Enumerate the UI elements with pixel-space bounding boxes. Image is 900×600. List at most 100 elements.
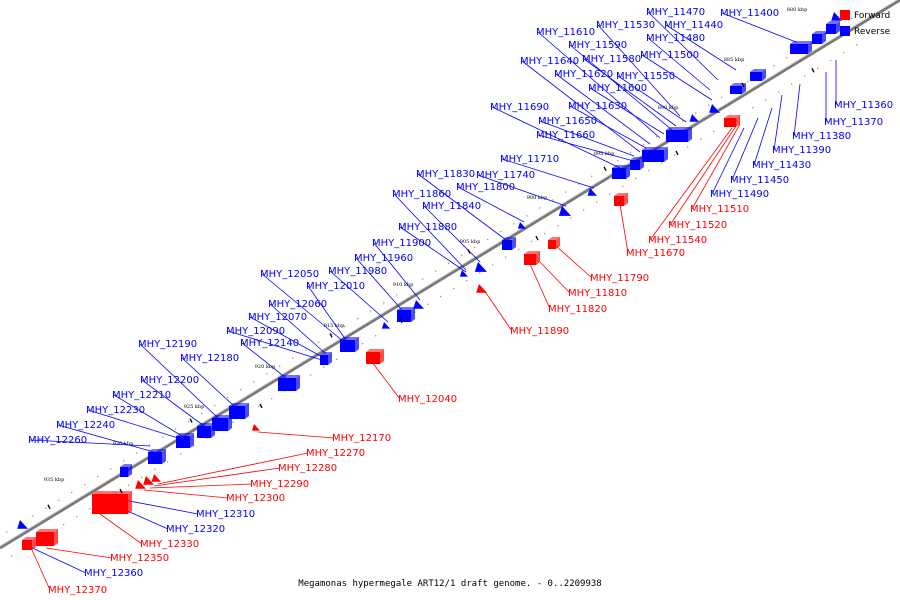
gene-reverse-leader (647, 37, 711, 91)
gene-reverse-leader (141, 379, 205, 427)
marker-dash (675, 150, 679, 156)
track-dot (700, 138, 702, 140)
gene-forward-leader (529, 263, 551, 310)
gene-reverse-leader (423, 205, 481, 263)
track-dot (97, 476, 99, 478)
gene-reverse-label: MHY_12230 (86, 405, 145, 416)
gene-reverse-leader (241, 342, 287, 379)
gene-reverse-label: MHY_11450 (730, 175, 789, 186)
gene-reverse-leader (181, 357, 235, 407)
gene-reverse-leader (773, 94, 783, 151)
gene-forward (724, 115, 740, 127)
gene-labels: MHY_11360 MHY_11370 MHY_11380 MHY_11390 MHY_… (28, 7, 893, 596)
gene-reverse (517, 222, 526, 229)
gene-forward-leader (669, 125, 737, 226)
gene-forward-label: MHY_11510 (690, 204, 749, 215)
gene-reverse (212, 415, 232, 431)
gene-reverse-label: MHY_11480 (646, 33, 705, 44)
track-dot (526, 215, 528, 217)
track-dot (656, 136, 658, 138)
gene-reverse-label: MHY_11740 (476, 170, 535, 181)
track-dot (487, 238, 489, 241)
track-dot (817, 67, 819, 70)
gene-reverse-label: MHY_12210 (112, 390, 171, 401)
gene-reverse-leader (269, 303, 327, 355)
gene-reverse (413, 300, 424, 309)
track-dot (11, 555, 13, 557)
gene-reverse-label: MHY_12090 (226, 326, 285, 337)
gene-reverse-leader (501, 158, 595, 189)
track-dot (687, 146, 689, 148)
gene-reverse (381, 322, 390, 329)
track-dot (123, 460, 125, 462)
gene-reverse-label: MHY_11690 (490, 102, 549, 113)
gene-reverse-leader (261, 273, 345, 343)
track-dot (583, 209, 585, 211)
gene-reverse-leader (539, 120, 635, 157)
gene-reverse-label: MHY_11580 (582, 54, 641, 65)
gene-reverse-leader (477, 174, 567, 207)
track-dot (154, 468, 156, 471)
track-dot (773, 65, 775, 67)
track-dot (851, 17, 853, 19)
track-dot (305, 349, 307, 351)
gene-forward (36, 529, 58, 546)
track-dot (492, 264, 494, 266)
gene-reverse-leader (555, 73, 651, 145)
tick-label: 880 kbp (787, 7, 808, 13)
track-dot (708, 104, 710, 106)
marker-dash (603, 166, 607, 172)
gene-forward-leader (157, 452, 309, 485)
marker-dash (259, 403, 263, 409)
gene-reverse (790, 41, 812, 54)
track-dot (344, 325, 346, 328)
gene-reverse (709, 104, 720, 113)
legend-swatch-reverse (840, 26, 850, 36)
gene-reverse-label: MHY_11980 (328, 266, 387, 277)
gene-reverse-label: MHY_11390 (772, 145, 831, 156)
track-dot (136, 452, 138, 454)
gene-reverse-label: MHY_11630 (568, 101, 627, 112)
track-dot (752, 107, 754, 109)
track-dot (591, 175, 593, 177)
track-dot (323, 366, 325, 368)
tick-label: 900 kbp (527, 195, 548, 201)
gene-reverse-label: MHY_12190 (138, 339, 197, 350)
gene-reverse (587, 188, 597, 196)
gene-reverse-label: MHY_11470 (646, 7, 705, 18)
gene-reverse-label: MHY_12070 (248, 312, 307, 323)
track-dot (466, 280, 468, 282)
track-dot (71, 491, 73, 494)
gene-forward-label: MHY_11890 (510, 326, 569, 337)
tick-label: 895 kbp (594, 151, 615, 157)
gene-reverse-label: MHY_11650 (538, 116, 597, 127)
gene-reverse-label: MHY_12060 (268, 299, 327, 310)
track-dot (578, 183, 580, 185)
track-dot (721, 96, 723, 98)
gene-reverse-leader (373, 242, 421, 301)
gene-forward (614, 193, 628, 206)
track-dot (396, 294, 398, 296)
gene-forward-label: MHY_11520 (668, 220, 727, 231)
track-dot (643, 144, 645, 146)
gene-forward-leader (257, 431, 335, 439)
track-dot (531, 240, 533, 243)
gene-reverse (502, 237, 516, 250)
gene-reverse-leader (457, 186, 525, 223)
track-dots (6, 17, 858, 557)
gene-forward-leader (143, 489, 229, 499)
gene-forward-leader (539, 261, 571, 294)
track-dot (422, 278, 424, 280)
gene-forward (548, 237, 560, 249)
track-dot (63, 523, 65, 526)
track-dot (479, 272, 481, 274)
gene-forward (22, 537, 36, 550)
track-dot (292, 357, 294, 359)
track-dot (370, 310, 372, 312)
tick-label: 885 kbp (724, 57, 745, 63)
gene-reverse-leader (307, 285, 347, 341)
track-dot (58, 499, 60, 502)
gene-reverse-label: MHY_11360 (834, 100, 893, 111)
track-dot (513, 223, 515, 225)
gene-reverse-label: MHY_12240 (56, 420, 115, 431)
